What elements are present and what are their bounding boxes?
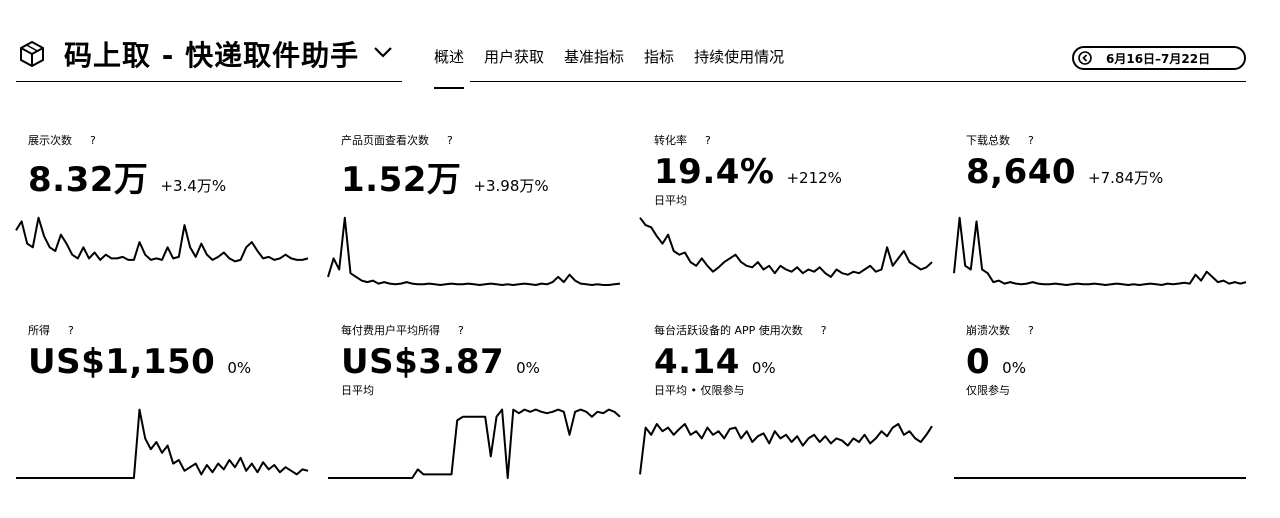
header-divider xyxy=(470,81,1246,82)
metric-crashes: 崩溃次数? 0 0% 仅限参与 xyxy=(966,322,1262,398)
metric-subtitle: 日平均 xyxy=(654,194,687,207)
metric-label: 崩溃次数 xyxy=(966,324,1010,337)
sparkline-proceeds xyxy=(16,408,309,479)
metric-change: +3.4万% xyxy=(160,177,227,195)
metric-change: +212% xyxy=(786,169,842,187)
sparkline-series xyxy=(16,408,309,479)
chevron-down-icon[interactable] xyxy=(372,44,394,60)
metric-value: 1.52万 xyxy=(341,160,462,200)
metric-change: +3.98万% xyxy=(473,177,549,195)
date-range-picker[interactable]: 6月16日–7月22日 xyxy=(1072,46,1246,70)
metric-product-page-views: 产品页面查看次数? 1.52万 +3.98万% xyxy=(341,132,637,201)
metric-label: 所得 xyxy=(28,324,50,337)
metric-value: 8.32万 xyxy=(28,160,149,200)
metric-subtitle: 仅限参与 xyxy=(966,384,1010,397)
metric-label: 展示次数 xyxy=(28,134,72,147)
metric-value: US$3.87 xyxy=(341,342,505,382)
metric-change: 0% xyxy=(1002,359,1026,377)
sparkline-arppu xyxy=(328,408,621,479)
help-icon[interactable]: ? xyxy=(90,134,96,147)
tab-benchmarks[interactable]: 基准指标 xyxy=(564,48,625,66)
sparkline-series xyxy=(328,408,621,479)
nav-tabs: 概述 用户获取 基准指标 指标 持续使用情况 xyxy=(434,46,784,89)
sparkline-product-page-views xyxy=(327,216,621,286)
metric-proceeds: 所得? US$1,150 0% xyxy=(28,322,324,382)
metric-label: 产品页面查看次数 xyxy=(341,134,429,147)
sparkline-series xyxy=(15,216,309,263)
tab-metrics[interactable]: 指标 xyxy=(644,48,675,66)
app-header: 码上取 - 快递取件助手 概述 用户获取 基准指标 指标 持续使用情况 6月16… xyxy=(0,0,1280,89)
arrow-left-circle-icon[interactable] xyxy=(1078,51,1092,65)
help-icon[interactable]: ? xyxy=(820,324,827,337)
sparkline-series xyxy=(639,423,933,475)
metric-label: 每台活跃设备的 APP 使用次数 xyxy=(654,324,803,337)
metric-arppu: 每付费用户平均所得? US$3.87 0% 日平均 xyxy=(341,322,637,398)
metric-total-downloads: 下载总数? 8,640 +7.84万% xyxy=(966,132,1262,192)
sparkline-impressions xyxy=(15,216,309,263)
sparkline-total-downloads xyxy=(953,216,1247,286)
metric-subtitle: 日平均 xyxy=(341,384,374,397)
metric-value: 4.14 xyxy=(654,342,740,382)
help-icon[interactable]: ? xyxy=(1028,324,1034,337)
metric-change: 0% xyxy=(227,359,252,377)
tab-acquisition[interactable]: 用户获取 xyxy=(484,48,545,66)
tab-retention[interactable]: 持续使用情况 xyxy=(694,48,785,66)
help-icon[interactable]: ? xyxy=(1028,134,1034,147)
metric-change: 0% xyxy=(516,359,540,377)
help-icon[interactable]: ? xyxy=(447,134,453,147)
sparkline-series xyxy=(953,216,1247,286)
metric-impressions: 展示次数? 8.32万 +3.4万% xyxy=(28,132,324,201)
metric-change: +7.84万% xyxy=(1088,169,1164,187)
sparkline-sessions-per-device xyxy=(639,423,933,475)
sparkline-series xyxy=(639,217,933,278)
title-divider xyxy=(16,81,402,82)
metric-conversion-rate: 转化率? 19.4% +212% 日平均 xyxy=(654,132,950,208)
help-icon[interactable]: ? xyxy=(458,324,464,337)
sparkline-crashes xyxy=(954,477,1246,479)
help-icon[interactable]: ? xyxy=(705,134,711,147)
sparkline-series xyxy=(327,216,621,286)
metric-label: 转化率 xyxy=(654,134,687,147)
metric-value: US$1,150 xyxy=(28,342,216,382)
metric-value: 19.4% xyxy=(654,152,775,192)
tab-overview[interactable]: 概述 xyxy=(434,46,465,89)
metric-subtitle: 日平均 • 仅限参与 xyxy=(654,384,745,397)
sparkline-conversion-rate xyxy=(639,217,933,278)
metric-label: 下载总数 xyxy=(966,134,1010,147)
metric-value: 0 xyxy=(966,342,991,382)
metric-label: 每付费用户平均所得 xyxy=(341,324,440,337)
cube-icon xyxy=(20,40,44,68)
help-icon[interactable]: ? xyxy=(68,324,74,337)
metric-sessions-per-device: 每台活跃设备的 APP 使用次数? 4.14 0% 日平均 • 仅限参与 xyxy=(654,322,950,398)
metric-change: 0% xyxy=(751,359,776,377)
metric-value: 8,640 xyxy=(966,152,1077,192)
date-range-label: 6月16日–7月22日 xyxy=(1106,51,1211,66)
app-title[interactable]: 码上取 - 快递取件助手 xyxy=(64,39,360,72)
